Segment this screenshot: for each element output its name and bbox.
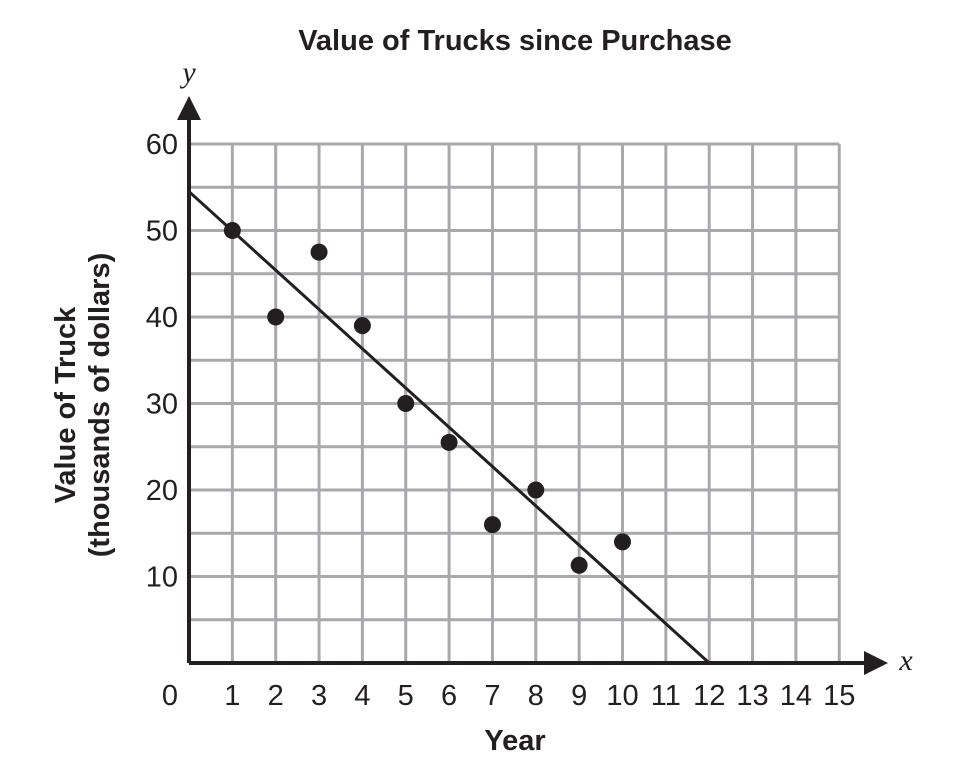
- data-point: [570, 556, 588, 574]
- y-axis-title: Value of Truck (thousands of dollars): [50, 253, 116, 558]
- x-tick-label: 4: [354, 680, 370, 712]
- data-point: [223, 222, 241, 239]
- x-tick-label: 15: [823, 680, 855, 712]
- y-tick-label: 60: [146, 129, 178, 161]
- axes: x y: [177, 56, 913, 677]
- data-point: [440, 433, 458, 451]
- data-point: [483, 516, 501, 534]
- x-tick-label: 5: [398, 680, 414, 712]
- data-point: [397, 395, 415, 412]
- x-tick-label: 6: [441, 680, 457, 712]
- chart-title: Value of Trucks since Purchase: [298, 25, 732, 57]
- trend-line-group: [187, 190, 711, 665]
- y-axis-letter: y: [179, 56, 196, 89]
- y-tick-label: 40: [146, 302, 178, 334]
- data-point: [267, 308, 285, 326]
- x-axis-arrow: [864, 651, 888, 675]
- x-tick-label: 12: [693, 680, 725, 712]
- x-tick-label: 8: [528, 680, 544, 712]
- data-points: [223, 222, 631, 574]
- data-point: [614, 533, 631, 551]
- x-tick-label: 13: [736, 680, 768, 712]
- y-tick-label: 10: [146, 562, 178, 594]
- y-tick-labels: 10 20 30 40 50 60: [146, 129, 178, 594]
- y-tick-label: 50: [146, 216, 178, 248]
- x-axis-title: Year: [484, 725, 545, 757]
- x-tick-label: 2: [268, 680, 284, 712]
- y-tick-label: 20: [146, 475, 178, 507]
- x-tick-label: 14: [780, 680, 812, 712]
- x-tick-label: 1: [224, 680, 240, 712]
- x-tick-label: 9: [571, 680, 587, 712]
- data-point: [353, 317, 371, 335]
- x-tick-label: 7: [484, 680, 500, 712]
- x-tick-labels: 0 1 2 3 4 5 6 7 8 9 10 11 12 13 14 15: [162, 680, 855, 712]
- grid: [189, 142, 841, 663]
- x-axis-letter: x: [898, 644, 913, 677]
- x-tick-label: 3: [311, 680, 327, 712]
- y-axis-title-line2: (thousands of dollars): [84, 253, 116, 558]
- x-tick-label: 10: [606, 680, 638, 712]
- data-point: [310, 243, 328, 261]
- x-tick-label: 0: [162, 680, 178, 712]
- y-axis-arrow: [177, 96, 201, 120]
- y-axis-title-line1: Value of Truck: [50, 306, 82, 503]
- x-tick-label: 11: [651, 680, 681, 712]
- data-point: [527, 481, 545, 499]
- trend-line: [187, 190, 711, 665]
- y-tick-label: 30: [146, 389, 178, 421]
